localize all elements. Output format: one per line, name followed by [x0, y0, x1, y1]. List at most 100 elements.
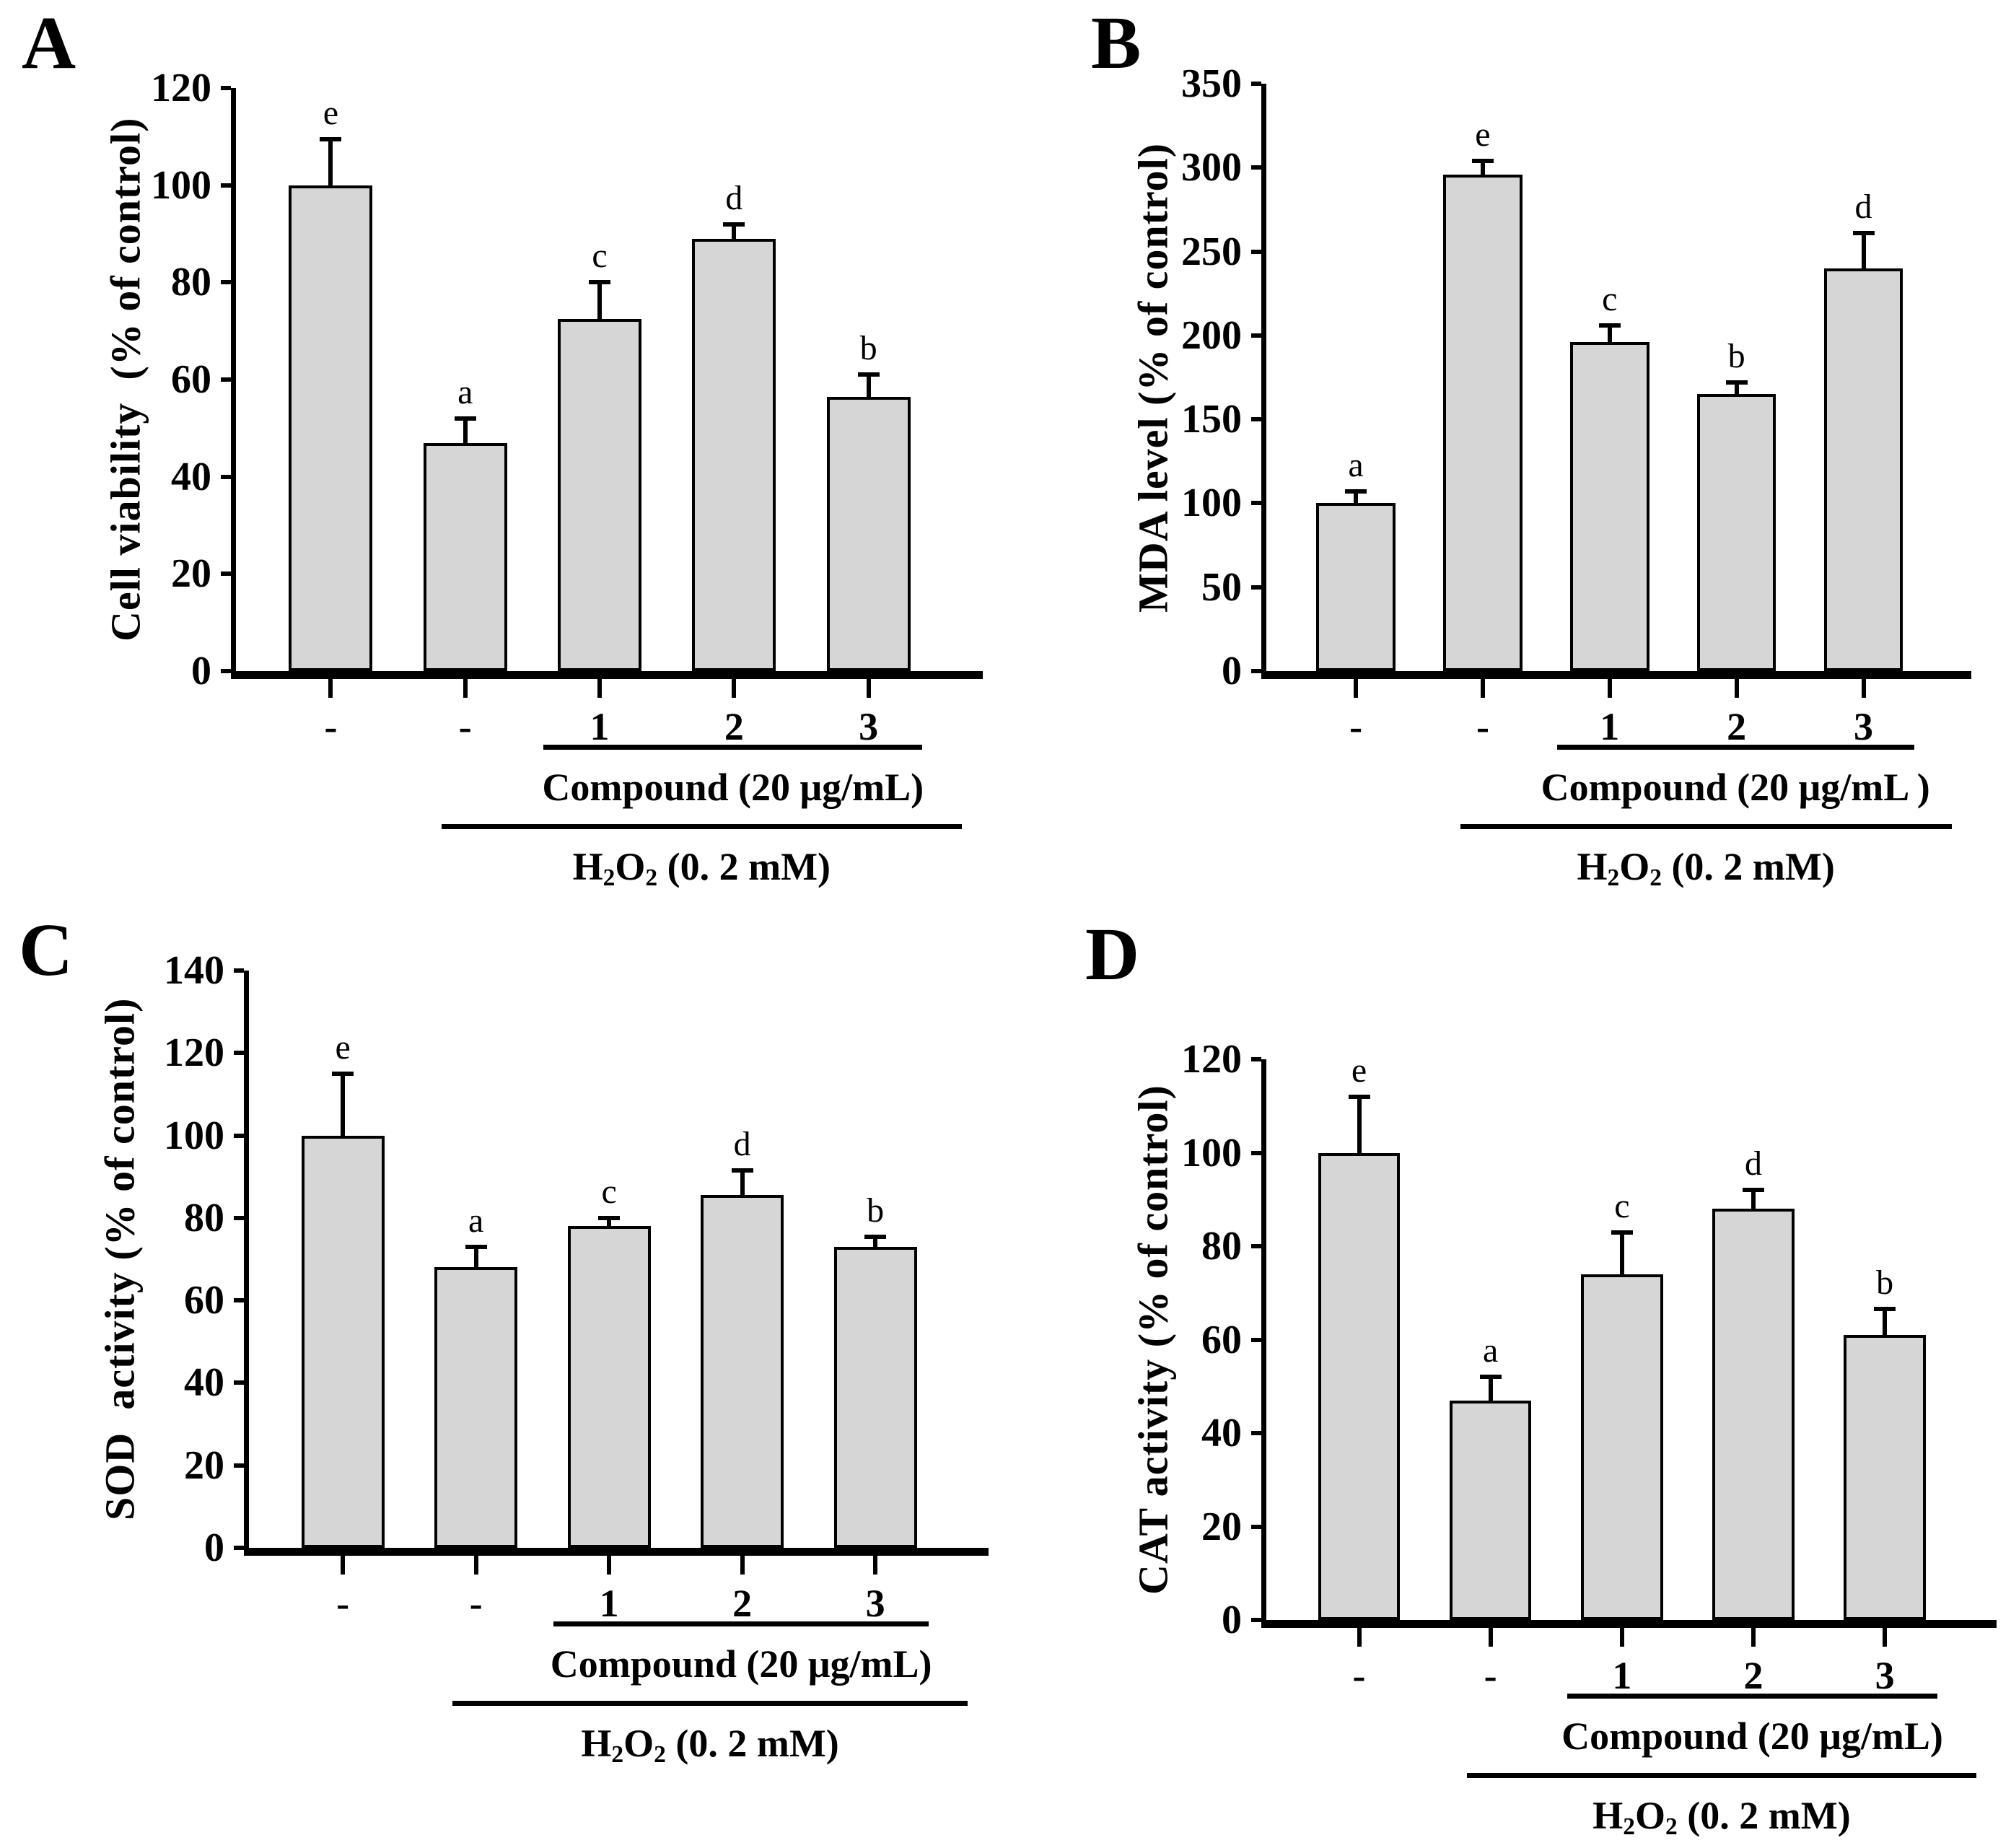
- x-category-label: 1: [599, 1582, 619, 1625]
- error-bar: [597, 282, 603, 319]
- error-bar: [1354, 491, 1359, 504]
- treatment-group-line: [1567, 1694, 1938, 1699]
- error-bar-cap: [1598, 323, 1621, 328]
- y-axis-tick-label: 200: [1181, 312, 1242, 358]
- y-axis-tick-label: 100: [1181, 1130, 1242, 1175]
- significance-letter: e: [323, 93, 339, 132]
- x-category-label: -: [1349, 705, 1363, 748]
- x-axis-tick: [873, 1556, 878, 1575]
- significance-letter: e: [1351, 1051, 1367, 1090]
- treatment-group-label: H2O2 (0. 2 mM): [581, 1722, 839, 1769]
- error-bar-cap: [454, 416, 476, 421]
- y-axis-tick: [221, 377, 231, 382]
- error-bar-cap: [1852, 231, 1875, 235]
- x-category-label: 2: [732, 1582, 753, 1625]
- bar: [423, 442, 507, 671]
- treatment-group-line: [1556, 745, 1914, 750]
- y-axis-tick: [234, 968, 244, 973]
- bar: [1316, 503, 1396, 671]
- bar: [1443, 174, 1523, 671]
- y-axis-tick-label: 20: [1201, 1504, 1242, 1549]
- significance-letter: d: [1854, 188, 1872, 226]
- y-axis-tick-label: 150: [1181, 397, 1242, 442]
- significance-letter: c: [1602, 279, 1618, 318]
- y-axis-tick-label: 0: [191, 649, 211, 693]
- x-axis-tick: [1607, 679, 1612, 698]
- x-axis-tick: [1861, 679, 1866, 698]
- plot-area: 0 50 100 150 200 250 300 350 a - e - c 1 b 2 d 3 Compound …: [1181, 64, 1971, 891]
- significance-letter: a: [1348, 446, 1364, 485]
- significance-letter: a: [457, 372, 473, 411]
- x-axis-tick: [328, 679, 333, 698]
- x-category-label: 2: [724, 705, 744, 748]
- significance-letter: b: [1876, 1264, 1894, 1302]
- x-axis-tick: [740, 1556, 745, 1575]
- y-axis-tick-label: 100: [151, 162, 211, 208]
- significance-letter: e: [335, 1028, 351, 1067]
- treatment-group-line: [543, 745, 923, 750]
- y-axis-tick-label: 20: [171, 551, 211, 597]
- treatment-group-label: H2O2 (0. 2 mM): [1577, 845, 1835, 892]
- y-axis-tick: [1251, 584, 1261, 590]
- treatment-group-line: [1467, 1773, 1976, 1778]
- x-category-label: -: [1476, 705, 1489, 748]
- error-bar: [1480, 161, 1485, 175]
- x-category-label: -: [324, 705, 338, 748]
- y-axis-tick: [1251, 249, 1261, 254]
- error-bar-cap: [857, 372, 880, 377]
- y-axis-tick: [234, 1546, 244, 1550]
- x-axis-tick: [1751, 1628, 1756, 1647]
- significance-letter: a: [468, 1201, 484, 1240]
- y-axis-tick: [234, 1215, 244, 1220]
- y-axis-tick-label: 50: [1201, 564, 1242, 610]
- y-axis-tick-label: 80: [1201, 1224, 1242, 1269]
- error-bar-cap: [1725, 380, 1748, 385]
- x-axis-tick: [597, 679, 603, 698]
- y-axis-tick-label: 60: [1201, 1317, 1242, 1362]
- bar: [1712, 1209, 1795, 1620]
- panel-letter-D: D: [1085, 913, 1140, 996]
- treatment-group-label: Compound (20 μg/mL ): [1541, 766, 1930, 809]
- x-category-label: -: [1352, 1654, 1366, 1697]
- significance-letter: a: [1483, 1331, 1499, 1370]
- y-axis-tick: [1251, 1057, 1261, 1061]
- panel-C: C SOD activity (% of control) 0 20 40 60 80 1…: [14, 906, 1010, 1848]
- x-axis-tick: [866, 679, 871, 698]
- y-axis-tick: [1251, 165, 1261, 170]
- plot-area: 0 20 40 60 80 100 120 e - a - c 1 d 2 b 3 Compound (20 μg…: [1181, 1039, 1997, 1840]
- error-bar-cap: [598, 1215, 621, 1220]
- y-axis-tick: [234, 1380, 244, 1385]
- x-axis-tick: [1488, 1628, 1493, 1647]
- treatment-group-line: [553, 1621, 929, 1626]
- y-axis-tick: [221, 572, 231, 577]
- bar: [1450, 1400, 1532, 1620]
- x-axis-tick: [473, 1556, 478, 1575]
- error-bar: [328, 139, 333, 185]
- y-axis-tick: [1251, 501, 1261, 506]
- x-axis-tick: [463, 679, 468, 698]
- error-bar-cap: [320, 136, 342, 141]
- plot-area: 0 20 40 60 80 100 120 140 e - a - c 1 d 2 b 3 Compound (20…: [164, 950, 989, 1768]
- y-axis-tick: [1251, 1524, 1261, 1529]
- x-axis-tick: [732, 679, 737, 698]
- y-axis-tick: [221, 669, 231, 673]
- panel-letter-C: C: [19, 908, 74, 991]
- y-axis-tick-label: 300: [1181, 145, 1242, 191]
- y-axis-tick-label: 60: [171, 357, 211, 402]
- panel-letter-B: B: [1091, 1, 1142, 84]
- error-bar-cap: [1874, 1307, 1896, 1312]
- error-bar-cap: [332, 1071, 354, 1076]
- panel-letter-A: A: [22, 1, 76, 84]
- significance-letter: d: [733, 1125, 751, 1164]
- error-bar: [341, 1073, 346, 1136]
- significance-letter: c: [1614, 1186, 1630, 1225]
- y-axis-title: CAT activity (% of control): [1129, 1085, 1177, 1595]
- x-category-label: -: [469, 1582, 483, 1625]
- x-category-label: 3: [859, 705, 879, 748]
- y-axis-tick-label: 80: [171, 260, 211, 305]
- y-axis-tick: [221, 183, 231, 188]
- error-bar: [1488, 1377, 1493, 1401]
- error-bar: [1751, 1190, 1756, 1209]
- error-bar: [732, 224, 737, 239]
